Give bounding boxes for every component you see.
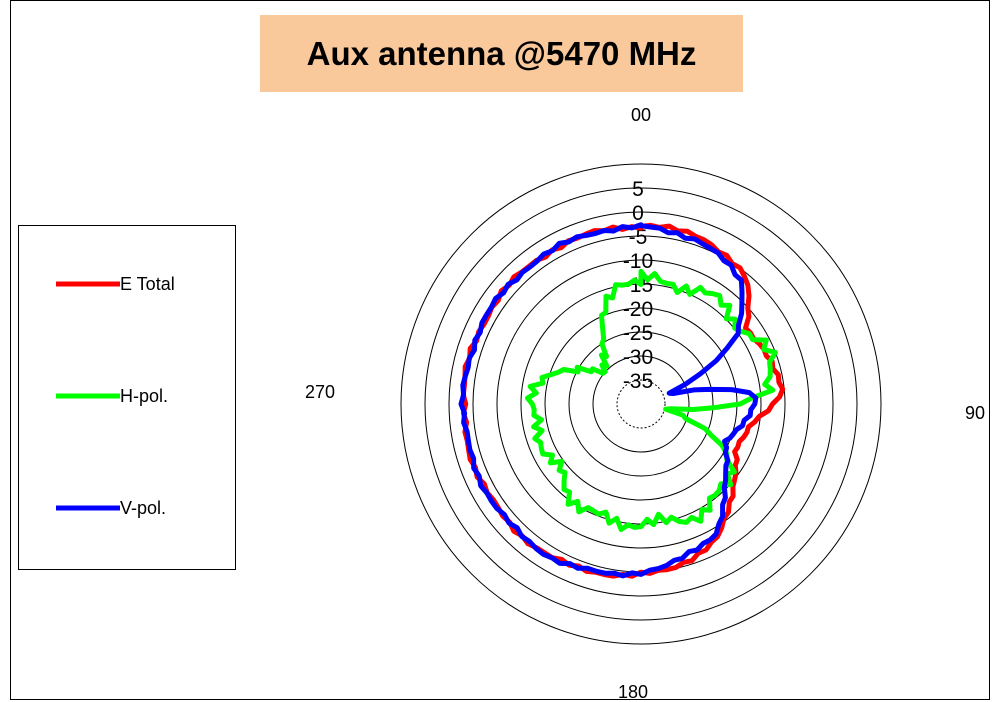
legend-box <box>18 225 236 570</box>
legend-label: V-pol. <box>120 498 166 518</box>
radial-tick-label: -10 <box>623 250 653 273</box>
radial-tick-label: -20 <box>623 298 653 321</box>
grid-ring <box>592 355 690 453</box>
angle-tick-label: 270 <box>305 382 335 402</box>
angle-tick-label: 90 <box>965 403 985 423</box>
grid-ring <box>424 187 858 621</box>
radial-tick-label: -5 <box>629 226 648 249</box>
grid-ring <box>448 211 834 597</box>
radial-tick-label: -25 <box>623 322 653 345</box>
radial-tick-label: -30 <box>623 346 653 369</box>
chart-title-box: Aux antenna @5470 MHz <box>260 15 743 92</box>
angle-tick-label: 180 <box>618 682 648 702</box>
series-line-h-pol <box>525 268 778 532</box>
grid-ring <box>616 379 666 429</box>
radial-tick-label: -35 <box>623 370 653 393</box>
legend-label: H-pol. <box>120 386 168 406</box>
legend-label: E Total <box>120 274 175 294</box>
grid-ring <box>568 331 714 477</box>
grid-ring <box>496 259 786 549</box>
radial-tick-label: 5 <box>632 178 644 201</box>
chart-title: Aux antenna @5470 MHz <box>306 34 697 72</box>
angle-tick-label: 00 <box>631 105 651 125</box>
series-line-v-pol <box>458 222 759 579</box>
radial-tick-label: 0 <box>632 202 644 225</box>
grid-ring-outer <box>400 163 882 645</box>
